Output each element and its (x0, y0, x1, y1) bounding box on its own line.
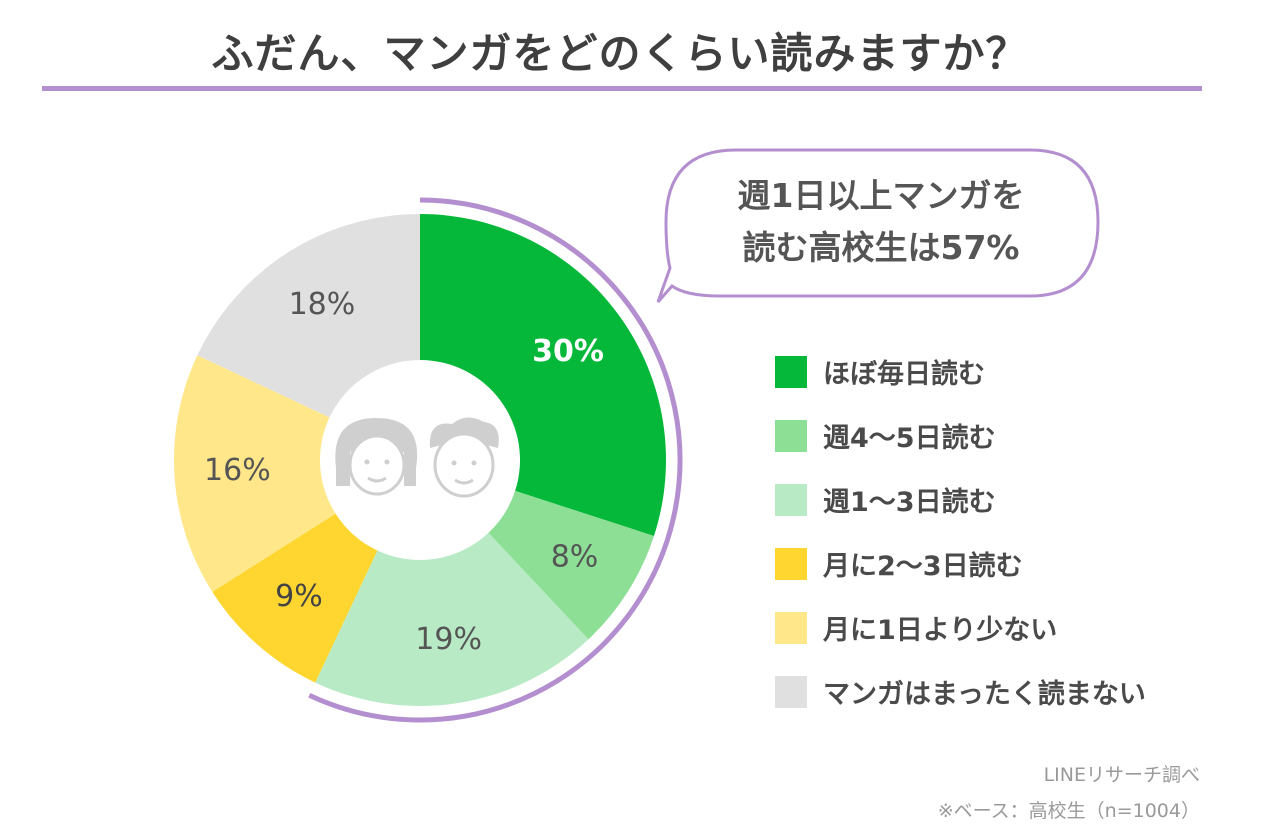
two-faces-icon (335, 417, 498, 496)
slice-label: 19% (415, 622, 482, 657)
callout-line-1: 週1日以上マンガを (686, 170, 1076, 222)
legend-swatch (775, 612, 807, 644)
legend-swatch (775, 420, 807, 452)
legend-swatch (775, 676, 807, 708)
slice-label: 18% (289, 287, 356, 322)
girl-eye-left-icon (365, 460, 370, 465)
legend-swatch (775, 548, 807, 580)
slice-label: 9% (275, 579, 323, 614)
slice-label: 16% (204, 453, 271, 488)
base-note: ※ベース：高校生（n=1004） (938, 796, 1200, 823)
legend-label: 週4〜5日読む (823, 416, 996, 455)
callout-line-2: 読む高校生は57% (686, 222, 1076, 274)
boy-face-shape-icon (435, 434, 493, 496)
slice-label: 8% (551, 540, 599, 575)
legend-label: 月に1日より少ない (823, 608, 1057, 647)
legend-label: ほぼ毎日読む (823, 352, 985, 391)
girl-eye-right-icon (385, 460, 390, 465)
legend-label: 週1〜3日読む (823, 480, 996, 519)
girl-face-icon (335, 418, 417, 494)
legend-label: 月に2〜3日読む (823, 544, 1023, 583)
girl-face-shape-icon (350, 436, 404, 494)
legend-swatch (775, 484, 807, 516)
legend-swatch (775, 356, 807, 388)
slice-label: 30% (532, 334, 604, 369)
legend-label: マンガはまったく読まない (823, 672, 1146, 711)
source-note: LINEリサーチ調べ (1044, 760, 1200, 787)
boy-eye-left-icon (452, 461, 457, 466)
boy-face-icon (430, 417, 499, 496)
boy-eye-right-icon (472, 461, 477, 466)
callout-text: 週1日以上マンガを 読む高校生は57% (686, 170, 1076, 274)
